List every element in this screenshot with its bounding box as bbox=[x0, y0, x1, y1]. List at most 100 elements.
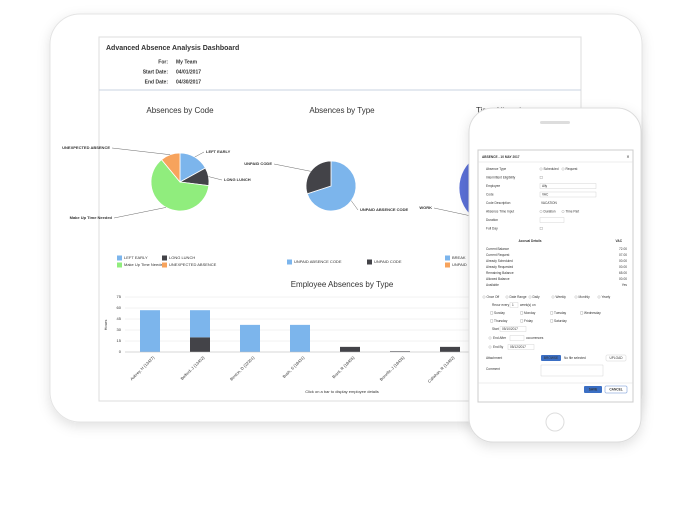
browse-button[interactable] bbox=[541, 355, 561, 361]
bar bbox=[440, 346, 460, 352]
legend-swatch bbox=[287, 259, 292, 265]
legend-swatch bbox=[162, 255, 167, 261]
pie-label: LONG LUNCH bbox=[224, 177, 251, 182]
legend-swatch bbox=[117, 255, 122, 261]
bar bbox=[340, 346, 360, 352]
comment-box bbox=[540, 364, 604, 377]
legend-label: BREAK bbox=[452, 255, 466, 260]
close-button[interactable]: × bbox=[627, 154, 630, 160]
dashboard-title: Advanced Absence Analysis Dashboard bbox=[106, 45, 239, 52]
recurrence-option: Yearly bbox=[602, 295, 611, 299]
radio bbox=[561, 210, 565, 213]
option-label: Duration bbox=[544, 209, 556, 213]
legend-label: UNEXPECTED ABSENCE bbox=[169, 262, 217, 267]
recurrence-option: Monthly bbox=[579, 295, 591, 299]
accrual-title: Accrual Details bbox=[518, 239, 541, 243]
save-text: SAVE bbox=[589, 387, 597, 391]
field-label: Duration bbox=[486, 218, 498, 222]
day-checkbox bbox=[550, 311, 554, 315]
input-value: Ally bbox=[542, 184, 548, 188]
info-value: 04/01/2017 bbox=[176, 69, 201, 75]
upload-button[interactable] bbox=[605, 354, 627, 362]
checkbox bbox=[539, 227, 543, 230]
day-label: Sunday bbox=[494, 311, 505, 315]
pie-connector bbox=[194, 151, 205, 158]
day-checkbox bbox=[520, 311, 524, 315]
accrual-code: VAC bbox=[616, 239, 623, 243]
bar-chart-footer: Click on a bar to display employee detai… bbox=[305, 389, 379, 394]
pie-connector bbox=[113, 207, 167, 219]
pie-slice bbox=[306, 160, 357, 212]
recurrence-option: Daily bbox=[533, 295, 540, 299]
option-label: Request bbox=[566, 167, 578, 171]
absence-form: ABSENCE - 10 MAY 2017 × Absence Type Schedu… bbox=[478, 154, 633, 394]
start-value: 05/10/2017 bbox=[502, 327, 518, 331]
bar-chart-title: Employee Absences by Type bbox=[291, 280, 394, 289]
legend-swatch bbox=[162, 262, 167, 268]
balance-label: Allowed Balance bbox=[486, 277, 510, 281]
browse-text: BROWSE bbox=[544, 356, 558, 360]
field-label: Full Day bbox=[486, 226, 498, 230]
pie-connector bbox=[351, 200, 359, 211]
recur-unit: week(s) on bbox=[520, 303, 536, 307]
text-input bbox=[539, 191, 597, 198]
day-checkbox bbox=[520, 319, 524, 323]
day-checkbox bbox=[490, 311, 494, 315]
input-value: VAC bbox=[542, 192, 549, 196]
day-label: Friday bbox=[524, 319, 533, 323]
cancel-text: CANCEL bbox=[609, 387, 622, 391]
form-title: ABSENCE - 10 MAY 2017 bbox=[482, 155, 520, 159]
radio bbox=[488, 345, 492, 349]
pie-title: Absences by Code bbox=[146, 106, 214, 115]
legend-swatch bbox=[117, 262, 122, 268]
y-tick-label: 30 bbox=[117, 327, 122, 332]
radio bbox=[539, 210, 543, 213]
day-label: Thursday bbox=[494, 319, 508, 323]
balance-value: 00.00 bbox=[619, 259, 627, 263]
start-label: Start bbox=[492, 327, 499, 331]
balance-value: 00.00 bbox=[619, 265, 627, 269]
radio bbox=[561, 167, 565, 171]
pie-label: UNEXPECTED ABSENCE bbox=[62, 145, 110, 150]
balance-value: 00.00 bbox=[619, 277, 627, 281]
save-button[interactable] bbox=[584, 386, 602, 393]
pie-slice bbox=[160, 152, 181, 184]
balance-label: Current Balance bbox=[486, 247, 509, 251]
balance-label: Current Request bbox=[486, 253, 510, 257]
legend-label: UNPAID bbox=[452, 262, 467, 267]
legend-label: Make Up Time Needed bbox=[124, 262, 165, 267]
legend-label: UNPAID CODE bbox=[374, 259, 402, 264]
info-label: For: bbox=[158, 59, 168, 65]
y-tick-label: 60 bbox=[117, 305, 122, 310]
day-label: Tuesday bbox=[554, 311, 567, 315]
recur-every: Recur every bbox=[492, 303, 510, 307]
legend-label: LONG LUNCH bbox=[169, 255, 195, 260]
info-value: 04/30/2017 bbox=[176, 79, 201, 85]
pie-label: Make Up Time Needed bbox=[70, 215, 113, 220]
pie-label: UNPAID ABSENCE CODE bbox=[360, 207, 409, 212]
option-label: Time Part bbox=[566, 209, 580, 213]
end-by-value: 05/12/2017 bbox=[510, 345, 526, 349]
text-input bbox=[539, 183, 597, 189]
end-after: End After bbox=[493, 336, 507, 340]
legend-swatch bbox=[367, 259, 372, 265]
no-file: No file selected bbox=[564, 356, 586, 360]
bar bbox=[240, 324, 260, 352]
pie-connector bbox=[273, 163, 311, 172]
field-label: Code bbox=[486, 192, 494, 196]
balance-value: Yes bbox=[622, 283, 628, 287]
radio bbox=[597, 295, 601, 299]
checkbox bbox=[539, 176, 543, 179]
balance-label: Already Scheduled bbox=[486, 259, 513, 263]
cancel-button[interactable] bbox=[604, 385, 628, 394]
pie-label: UNPAID CODE bbox=[244, 161, 272, 166]
bar bbox=[390, 351, 410, 352]
start-input bbox=[499, 326, 527, 332]
balance-value: 07.00 bbox=[619, 253, 627, 257]
balance-label: Available bbox=[486, 283, 499, 287]
legend-label: UNPAID ABSENCE CODE bbox=[294, 259, 342, 264]
radio bbox=[488, 336, 492, 340]
field-label: Employee bbox=[486, 184, 500, 188]
y-tick-label: 15 bbox=[117, 338, 122, 343]
